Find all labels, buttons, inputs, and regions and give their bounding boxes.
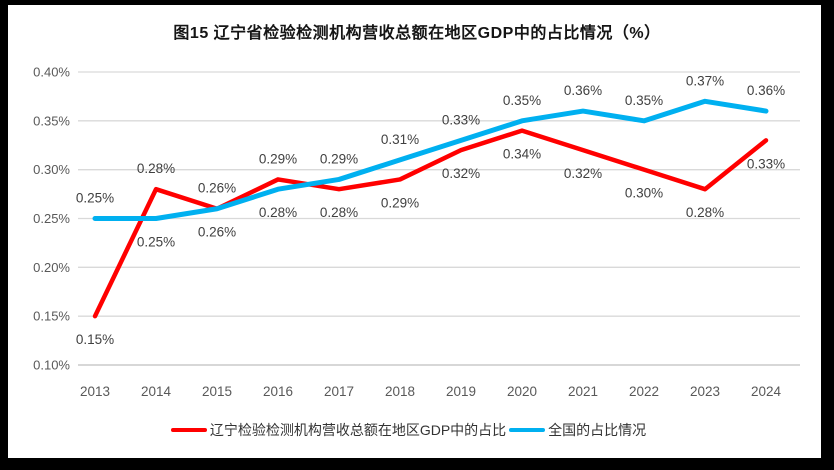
x-axis-tick-label: 2013: [80, 384, 110, 399]
x-axis-tick-label: 2016: [263, 384, 293, 399]
x-axis-tick-label: 2023: [690, 384, 720, 399]
series-line: [92, 128, 769, 319]
chart-legend: 辽宁检验检测机构营收总额在地区GDP中的占比 全国的占比情况: [0, 420, 814, 440]
data-label: 0.34%: [503, 147, 541, 162]
legend-label-liaoning: 辽宁检验检测机构营收总额在地区GDP中的占比: [209, 422, 507, 438]
data-label: 0.31%: [381, 132, 419, 147]
data-label: 0.29%: [381, 195, 419, 210]
data-label: 0.28%: [259, 205, 297, 220]
y-axis-tick-label: 0.10%: [33, 358, 70, 373]
data-label: 0.36%: [564, 83, 602, 98]
data-label: 0.15%: [76, 332, 114, 347]
y-axis-tick-label: 0.25%: [33, 211, 70, 226]
data-label: 0.26%: [198, 225, 236, 240]
y-axis-tick-label: 0.30%: [33, 162, 70, 177]
data-label: 0.35%: [625, 93, 663, 108]
legend-line-liaoning-swatch: [170, 428, 207, 432]
x-axis-tick-label: 2019: [446, 384, 476, 399]
x-axis-tick-label: 2022: [629, 384, 659, 399]
data-label: 0.25%: [76, 191, 114, 206]
x-axis-tick-label: 2015: [202, 384, 232, 399]
x-axis-tick-label: 2018: [385, 384, 415, 399]
data-label: 0.30%: [625, 186, 663, 201]
y-axis-tick-label: 0.15%: [33, 309, 70, 324]
x-axis-tick-label: 2017: [324, 384, 354, 399]
data-label: 0.33%: [442, 112, 480, 127]
x-axis-tick-label: 2024: [751, 384, 782, 399]
data-label: 0.36%: [747, 83, 785, 98]
data-label: 0.37%: [686, 73, 724, 88]
data-label: 0.32%: [564, 166, 602, 181]
chart-background: [8, 5, 821, 458]
data-label: 0.32%: [442, 166, 480, 181]
y-axis-tick-label: 0.40%: [33, 65, 70, 80]
y-axis-tick-label: 0.20%: [33, 260, 70, 275]
data-label: 0.29%: [259, 151, 297, 166]
legend-line-national-swatch: [509, 428, 546, 432]
data-label: 0.29%: [320, 151, 358, 166]
data-label: 0.28%: [320, 205, 358, 220]
x-axis-tick-label: 2014: [141, 384, 172, 399]
x-axis-tick-label: 2021: [568, 384, 598, 399]
data-label: 0.35%: [503, 93, 541, 108]
data-label: 0.28%: [137, 161, 175, 176]
x-axis-tick-label: 2020: [507, 384, 537, 399]
y-axis-tick-label: 0.35%: [33, 113, 70, 128]
chart-title: 图15 辽宁省检验检测机构营收总额在地区GDP中的占比情况（%）: [173, 25, 661, 42]
legend-label-national: 全国的占比情况: [548, 422, 647, 438]
data-label: 0.33%: [747, 156, 785, 171]
series-line: [92, 98, 769, 221]
data-label: 0.28%: [686, 205, 724, 220]
data-label: 0.25%: [137, 235, 175, 250]
data-label: 0.26%: [198, 181, 236, 196]
